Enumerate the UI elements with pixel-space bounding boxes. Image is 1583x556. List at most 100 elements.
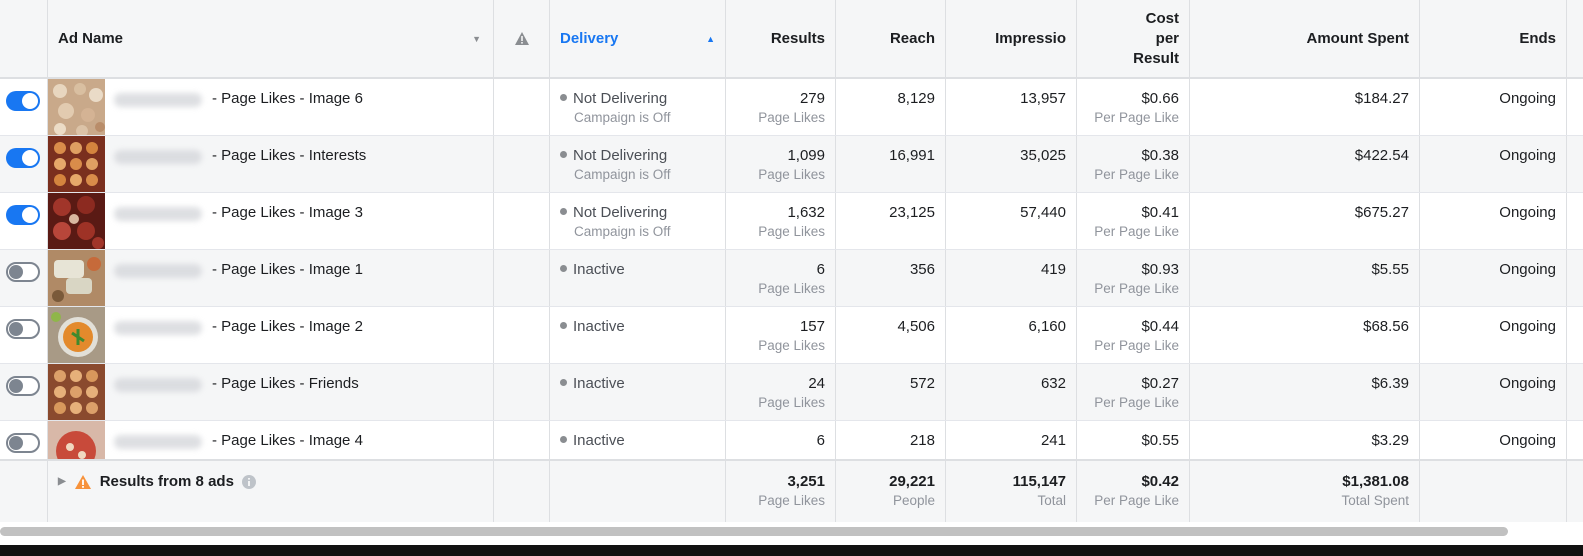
impressions-value: 35,025 [1020, 147, 1066, 164]
expand-caret-icon[interactable]: ▶ [58, 476, 66, 487]
header-ends[interactable]: Ends [1420, 0, 1567, 77]
amount-spent-value: $675.27 [1354, 204, 1409, 221]
header-warning[interactable] [494, 0, 550, 77]
table-row[interactable]: - Page Likes - Interests Not Delivering … [0, 136, 1583, 193]
summary-label-cell[interactable]: ▶ Results from 8 ads [48, 461, 494, 522]
row-warning-cell [494, 79, 550, 135]
header-ad-name[interactable]: Ad Name ▼ [48, 0, 494, 77]
ad-name-text[interactable]: - Page Likes - Image 4 [212, 432, 363, 449]
header-amount-spent-label: Amount Spent [1306, 30, 1410, 47]
ad-name-cell[interactable]: - Page Likes - Image 4 [48, 421, 494, 459]
delivery-cell: Not Delivering Campaign is Off [550, 79, 726, 135]
ends-cell: Ongoing [1420, 79, 1567, 135]
status-dot-icon [560, 322, 567, 329]
impressions-cell: 6,160 [946, 307, 1077, 363]
ad-name-text[interactable]: - Page Likes - Image 3 [212, 204, 363, 221]
ad-toggle[interactable] [6, 262, 40, 282]
delivery-status: Inactive [573, 318, 625, 335]
impressions-cell: 632 [946, 364, 1077, 420]
ad-name-cell[interactable]: - Page Likes - Image 2 [48, 307, 494, 363]
sort-asc-icon[interactable]: ▲ [706, 33, 715, 44]
ad-toggle[interactable] [6, 205, 40, 225]
summary-impressions: 115,147 [1012, 473, 1066, 490]
header-cost-line1: Cost [1145, 9, 1179, 27]
ad-thumbnail-image [48, 79, 105, 135]
reach-cell: 16,991 [836, 136, 946, 192]
table-row[interactable]: - Page Likes - Image 4 Inactive 6 218 24… [0, 421, 1583, 459]
ad-name-cell[interactable]: - Page Likes - Interests [48, 136, 494, 192]
ad-toggle[interactable] [6, 319, 40, 339]
results-cell: 1,632 Page Likes [726, 193, 836, 249]
reach-value: 16,991 [889, 147, 935, 164]
ad-name-cell[interactable]: - Page Likes - Image 6 [48, 79, 494, 135]
cpr-unit: Per Page Like [1094, 167, 1179, 182]
reach-cell: 4,506 [836, 307, 946, 363]
cpr-value: $0.27 [1141, 375, 1179, 392]
table-row[interactable]: - Page Likes - Image 2 Inactive 157 Page… [0, 307, 1583, 364]
results-value: 6 [816, 432, 825, 449]
summary-spacer [1420, 461, 1567, 522]
ad-name-cell[interactable]: - Page Likes - Friends [48, 364, 494, 420]
results-cell: 6 [726, 421, 836, 459]
ad-name-text[interactable]: - Page Likes - Friends [212, 375, 359, 392]
impressions-value: 13,957 [1020, 90, 1066, 107]
delivery-status: Not Delivering [573, 147, 668, 164]
summary-impressions-unit: Total [1037, 493, 1066, 508]
header-reach[interactable]: Reach [836, 0, 946, 77]
table-header: Ad Name ▼ Delivery ▲ Results Reach Impre… [0, 0, 1583, 79]
delivery-cell: Inactive [550, 250, 726, 306]
ends-cell: Ongoing [1420, 136, 1567, 192]
amount-spent-value: $5.55 [1371, 261, 1409, 278]
delivery-status: Not Delivering [573, 90, 668, 107]
header-amount-spent[interactable]: Amount Spent [1190, 0, 1420, 77]
ad-name-text[interactable]: - Page Likes - Image 2 [212, 318, 363, 335]
row-overflow [1567, 79, 1583, 135]
header-cost-per-result[interactable]: Cost per Result [1077, 0, 1190, 77]
ad-name-text[interactable]: - Page Likes - Interests [212, 147, 367, 164]
summary-reach: 29,221 [889, 473, 935, 490]
ad-name-text[interactable]: - Page Likes - Image 6 [212, 90, 363, 107]
ad-toggle[interactable] [6, 433, 40, 453]
row-warning-cell [494, 193, 550, 249]
row-overflow [1567, 193, 1583, 249]
row-overflow [1567, 250, 1583, 306]
impressions-cell: 419 [946, 250, 1077, 306]
table-row[interactable]: - Page Likes - Image 3 Not Delivering Ca… [0, 193, 1583, 250]
amount-spent-value: $6.39 [1371, 375, 1409, 392]
ends-value: Ongoing [1499, 204, 1556, 221]
header-results[interactable]: Results [726, 0, 836, 77]
reach-value: 572 [909, 375, 935, 392]
ad-name-cell[interactable]: - Page Likes - Image 1 [48, 250, 494, 306]
row-toggle-cell [0, 136, 48, 192]
ends-value: Ongoing [1499, 261, 1556, 278]
impressions-value: 6,160 [1028, 318, 1066, 335]
table-row[interactable]: - Page Likes - Friends Inactive 24 Page … [0, 364, 1583, 421]
cpr-value: $0.93 [1141, 261, 1179, 278]
ad-toggle[interactable] [6, 376, 40, 396]
header-delivery[interactable]: Delivery ▲ [550, 0, 726, 77]
table-row[interactable]: - Page Likes - Image 6 Not Delivering Ca… [0, 79, 1583, 136]
header-impressions[interactable]: Impressio [946, 0, 1077, 77]
status-dot-icon [560, 208, 567, 215]
table-row[interactable]: - Page Likes - Image 1 Inactive 6 Page L… [0, 250, 1583, 307]
ad-name-text[interactable]: - Page Likes - Image 1 [212, 261, 363, 278]
blurred-page-name [114, 150, 202, 164]
ad-thumbnail-image [48, 250, 105, 306]
cpr-cell: $0.44 Per Page Like [1077, 307, 1190, 363]
row-overflow [1567, 307, 1583, 363]
summary-results-unit: Page Likes [758, 493, 825, 508]
ad-toggle[interactable] [6, 91, 40, 111]
amount-spent-cell: $184.27 [1190, 79, 1420, 135]
ad-name-cell[interactable]: - Page Likes - Image 3 [48, 193, 494, 249]
delivery-cell: Inactive [550, 307, 726, 363]
info-icon[interactable] [241, 474, 256, 489]
reach-value: 4,506 [897, 318, 935, 335]
ad-toggle[interactable] [6, 148, 40, 168]
cpr-unit: Per Page Like [1094, 224, 1179, 239]
chevron-down-icon[interactable]: ▼ [472, 33, 481, 44]
results-cell: 6 Page Likes [726, 250, 836, 306]
summary-spacer [0, 461, 48, 522]
horizontal-scrollbar-thumb[interactable] [0, 527, 1508, 536]
header-results-label: Results [770, 30, 825, 47]
results-unit: Page Likes [758, 224, 825, 239]
